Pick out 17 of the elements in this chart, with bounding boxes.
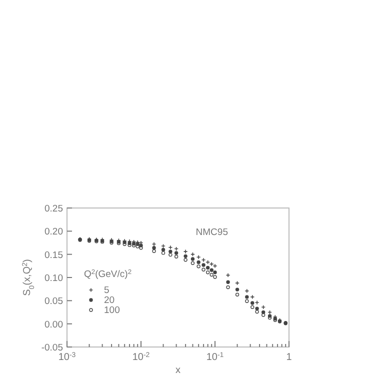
legend-label: 5 <box>104 285 110 296</box>
x-axis-title: x <box>176 365 180 376</box>
x-tick-label: 10$^{-3}$ <box>58 352 76 363</box>
x-tick-label: 10$^{-2}$ <box>132 352 150 363</box>
legend-title: Q$^{2}$(GeV/c)$^{2}$ <box>84 268 132 280</box>
x-tick-label: 1 <box>286 352 292 363</box>
y-tick-label: 0.15 <box>44 250 63 261</box>
annotation: NMC95 <box>196 227 228 238</box>
x-tick-label: 10$^{-1}$ <box>206 352 224 363</box>
y-tick-label: 0.10 <box>44 273 63 284</box>
legend-label: 20 <box>104 295 115 306</box>
legend-label: 100 <box>104 305 120 316</box>
y-tick-label: 0.25 <box>44 204 63 214</box>
y-tick-label: -0.05 <box>41 342 63 354</box>
y-tick-label: 0.20 <box>44 226 63 238</box>
y-tick-label: 0.05 <box>44 296 63 308</box>
y-tick-label: 0.00 <box>44 319 63 330</box>
